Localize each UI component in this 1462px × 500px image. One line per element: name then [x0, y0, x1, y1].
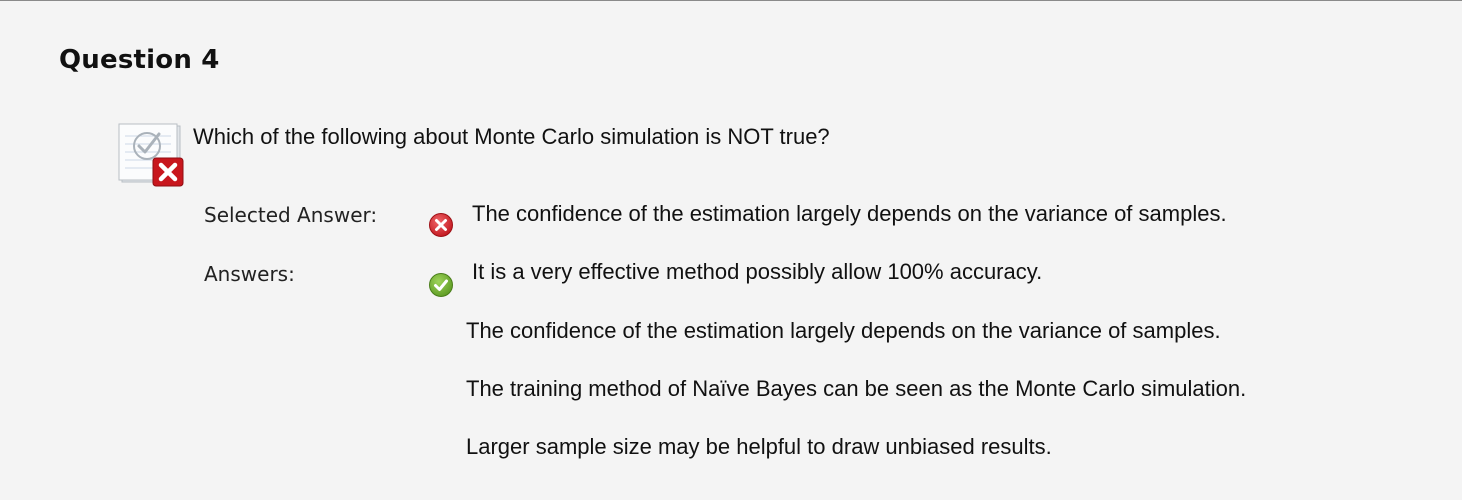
answer-option: The confidence of the estimation largely…: [466, 318, 1221, 343]
correct-check-icon: [428, 272, 454, 298]
answer-option: It is a very effective method possibly a…: [472, 259, 1043, 284]
answer-option: Larger sample size may be helpful to dra…: [466, 434, 1052, 459]
answer-option: The training method of Naïve Bayes can b…: [466, 376, 1247, 401]
answers-label: Answers:: [204, 262, 295, 286]
question-title: Question 4: [59, 45, 220, 75]
incorrect-question-icon: [117, 122, 185, 188]
question-text: Which of the following about Monte Carlo…: [193, 124, 830, 149]
selected-answer-label: Selected Answer:: [204, 203, 378, 227]
incorrect-x-icon: [428, 212, 454, 238]
selected-answer-text: The confidence of the estimation largely…: [472, 201, 1227, 226]
